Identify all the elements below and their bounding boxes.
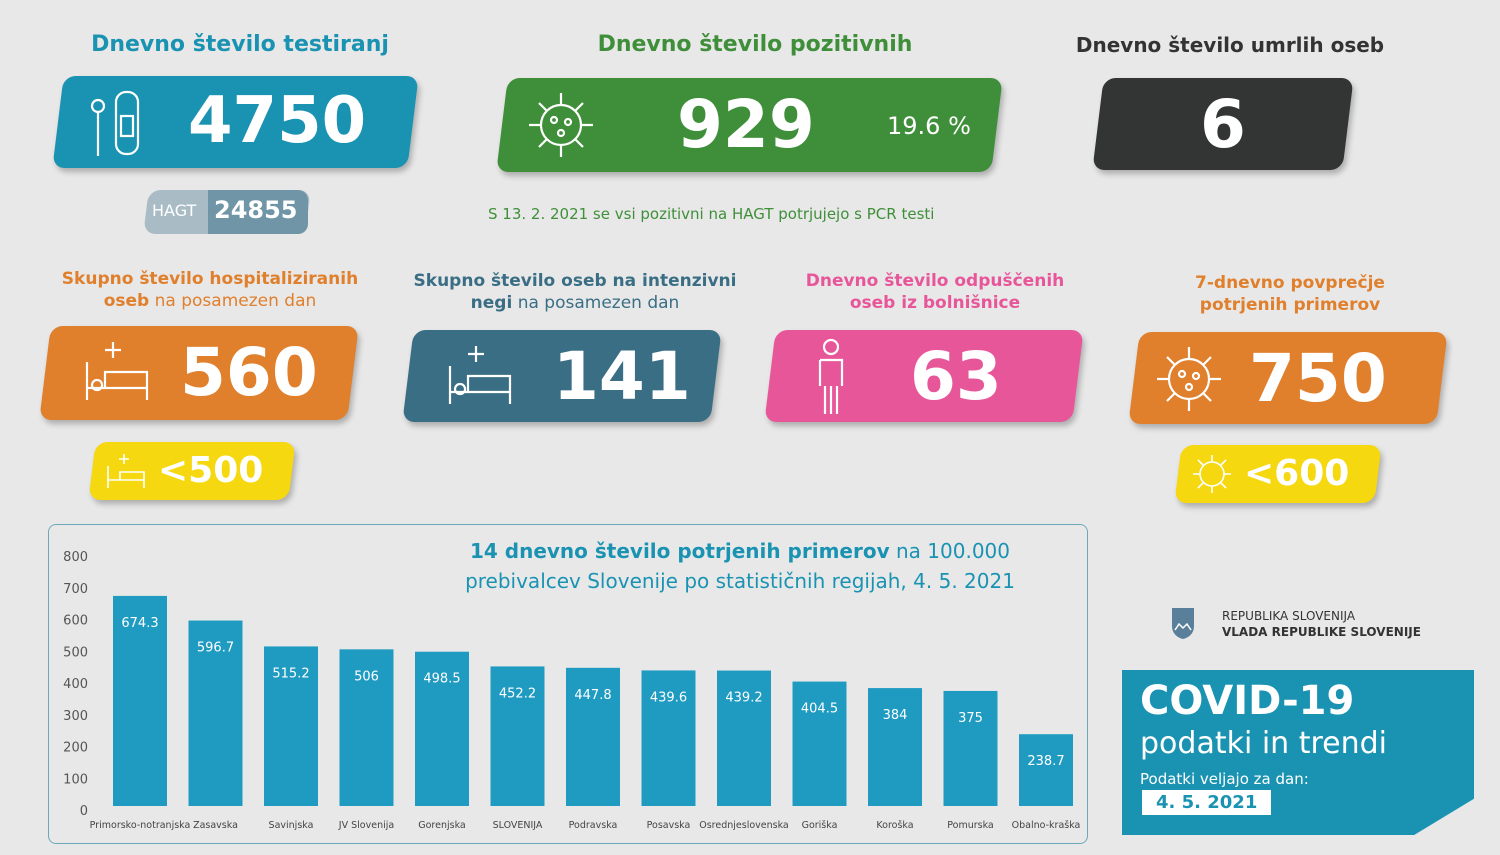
x-tick-label: Primorsko-notranjska: [90, 820, 191, 831]
hospital-bed-icon: [107, 454, 145, 488]
bar: [868, 688, 922, 806]
positive-title: Dnevno število pozitivnih: [597, 32, 913, 57]
y-tick-label: 400: [63, 677, 88, 692]
y-tick-label: 600: [63, 614, 88, 629]
hospital-bed-icon: [448, 346, 512, 404]
bar-value-label: 674.3: [121, 616, 158, 631]
hospital-title: Skupno število hospitaliziranih oseb na p…: [61, 269, 359, 311]
x-tick-label: Savinjska: [269, 820, 314, 831]
y-tick-label: 200: [63, 741, 88, 756]
bar: [415, 651, 469, 806]
virus-icon: [1193, 455, 1231, 493]
deaths-card: 6: [1092, 78, 1354, 170]
x-tick-label: Posavska: [647, 820, 691, 831]
x-tick-label: Pomurska: [947, 820, 994, 831]
bar-value-label: 596.7: [197, 641, 234, 656]
footer-subtitle: podatki in trendi: [1140, 726, 1388, 761]
x-tick-label: Podravska: [569, 820, 618, 831]
icu-card: 141: [402, 330, 722, 422]
avg7-threshold-value: <600: [1244, 453, 1350, 494]
bar-value-label: 238.7: [1027, 754, 1064, 769]
y-tick-label: 500: [63, 645, 88, 660]
y-tick-label: 300: [63, 709, 88, 724]
bar-value-label: 515.2: [272, 666, 309, 681]
x-tick-label: Osrednjeslovenska: [699, 820, 789, 831]
footer-title: COVID-19: [1140, 678, 1355, 724]
logo-text: REPUBLIKA SLOVENIJA VLADA REPUBLIKE SLOVE…: [1222, 609, 1421, 639]
bar-value-label: 506: [354, 669, 379, 684]
bar: [717, 670, 771, 806]
bar-value-label: 452.2: [499, 686, 536, 701]
x-tick-label: Goriška: [802, 820, 838, 831]
bar-value-label: 439.2: [725, 691, 762, 706]
hospital-card: 560: [39, 326, 359, 420]
coat-of-arms-logo: [1172, 608, 1194, 639]
person-icon: [818, 338, 844, 414]
virus-icon: [1157, 347, 1221, 411]
virus-icon: [529, 93, 593, 157]
hospital-threshold: <500: [88, 442, 296, 500]
x-tick-label: SLOVENIJA: [493, 820, 543, 831]
chart-panel: [48, 524, 1088, 844]
footer-date: 4. 5. 2021: [1142, 790, 1272, 815]
x-tick-label: JV Slovenija: [338, 820, 394, 831]
x-tick-label: Koroška: [876, 820, 913, 831]
discharged-card: 63: [764, 330, 1084, 422]
y-tick-label: 100: [63, 772, 88, 787]
tests-card: 4750: [52, 76, 419, 168]
bar: [490, 666, 545, 806]
bar-value-label: 439.6: [650, 690, 687, 705]
footer-date-label: Podatki veljajo za dan:: [1140, 770, 1309, 788]
avg7-value: 750: [1249, 340, 1387, 417]
bar-chart: 0 100 200 300 400 500 600 700 800 674.3 Primorsko-…: [63, 550, 1081, 831]
avg7-card: 750: [1128, 332, 1448, 424]
y-tick-label: 800: [63, 550, 88, 565]
bar: [943, 690, 998, 806]
x-tick-label: Gorenjska: [418, 820, 465, 831]
discharged-title: Dnevno število odpuščenih oseb iz bolnišn…: [805, 271, 1065, 313]
bar: [566, 667, 620, 806]
icu-title: Skupno število oseb na intenzivni negi na…: [413, 271, 737, 313]
positive-card: 929 19.6 %: [496, 78, 1003, 172]
x-tick-label: Zasavska: [193, 820, 238, 831]
y-tick-label: 0: [80, 804, 88, 819]
bar-value-label: 447.8: [574, 688, 611, 703]
bar-value-label: 375: [958, 711, 983, 726]
footer-panel: COVID-19 podatki in trendi Podatki velja…: [1122, 670, 1474, 835]
x-tick-label: Obalno-kraška: [1012, 820, 1081, 831]
positive-note: S 13. 2. 2021 se vsi pozitivni na HAGT p…: [488, 205, 935, 223]
bar: [641, 670, 696, 806]
deaths-value: 6: [1200, 86, 1246, 163]
bar-value-label: 498.5: [423, 672, 460, 687]
bar-value-label: 404.5: [801, 702, 838, 717]
chart-title: 14 dnevno število potrjenih primerov na …: [465, 539, 1015, 593]
bar: [188, 620, 243, 806]
bar: [339, 649, 394, 806]
bar-value-label: 384: [883, 708, 908, 723]
avg7-title: 7-dnevno povprečje potrjenih primerov: [1195, 273, 1385, 315]
tests-title: Dnevno število testiranj: [91, 32, 389, 57]
bar: [792, 681, 847, 806]
bar: [113, 595, 167, 806]
bar: [264, 646, 318, 806]
bar: [1019, 734, 1073, 806]
hospital-bed-icon: [85, 342, 149, 400]
deaths-title: Dnevno število umrlih oseb: [1075, 33, 1385, 57]
avg7-threshold: <600: [1174, 445, 1382, 503]
test-kit-icon: [90, 90, 140, 156]
y-tick-label: 700: [63, 582, 88, 597]
